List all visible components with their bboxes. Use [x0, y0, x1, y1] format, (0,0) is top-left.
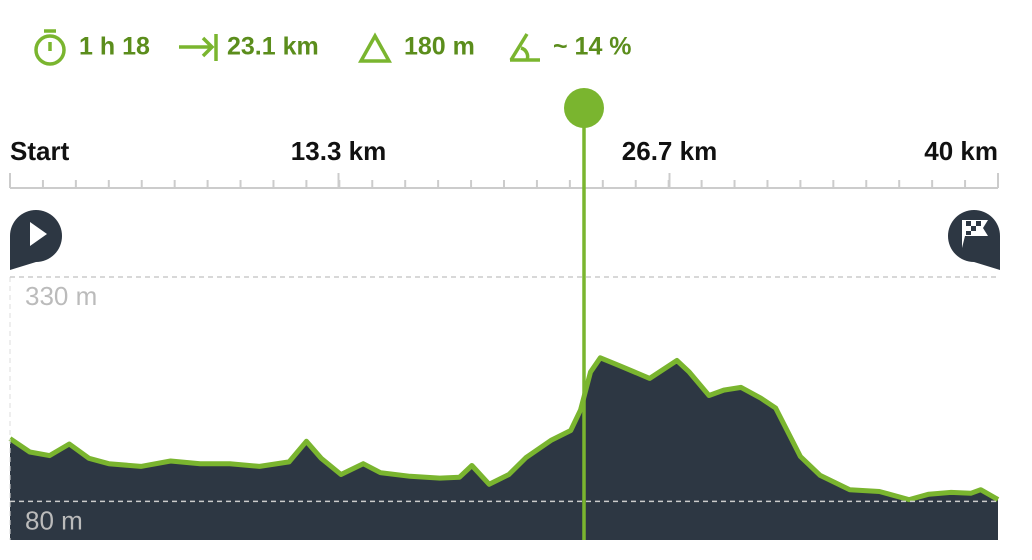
start-pin-play	[30, 222, 47, 246]
y-tick-label: 80 m	[25, 505, 83, 535]
finish-pin-flag	[962, 220, 988, 248]
elevation-line	[8, 355, 1000, 503]
finish-pin	[948, 210, 1000, 270]
x-tick-label: 26.7 km	[622, 136, 717, 166]
stats-bar	[34, 29, 540, 66]
plot: Start 13.3 km 26.7 km 40 km 330 m 80 m	[8, 136, 1000, 540]
cursor-handle[interactable]	[564, 88, 604, 128]
distance-icon	[179, 34, 218, 61]
finish-pin-body	[948, 210, 1000, 270]
elevation-area	[10, 357, 998, 540]
y-tick-label: 330 m	[25, 281, 97, 311]
x-tick-label: 40 km	[924, 136, 998, 166]
duration: 1 h 18	[79, 33, 150, 61]
gradient-icon	[509, 33, 540, 62]
x-tick-label: 13.3 km	[291, 136, 386, 166]
gradient: ~ 14 %	[553, 33, 632, 61]
ascent: 180 m	[404, 33, 475, 61]
time-icon-hand	[44, 29, 56, 51]
cursor[interactable]	[564, 88, 604, 540]
distance: 23.1 km	[227, 33, 319, 61]
ascent-icon	[358, 32, 392, 63]
x-tick-label: Start	[10, 136, 70, 166]
finish-pin-checks	[966, 221, 981, 235]
start-pin	[10, 210, 62, 270]
time-icon	[34, 34, 66, 66]
